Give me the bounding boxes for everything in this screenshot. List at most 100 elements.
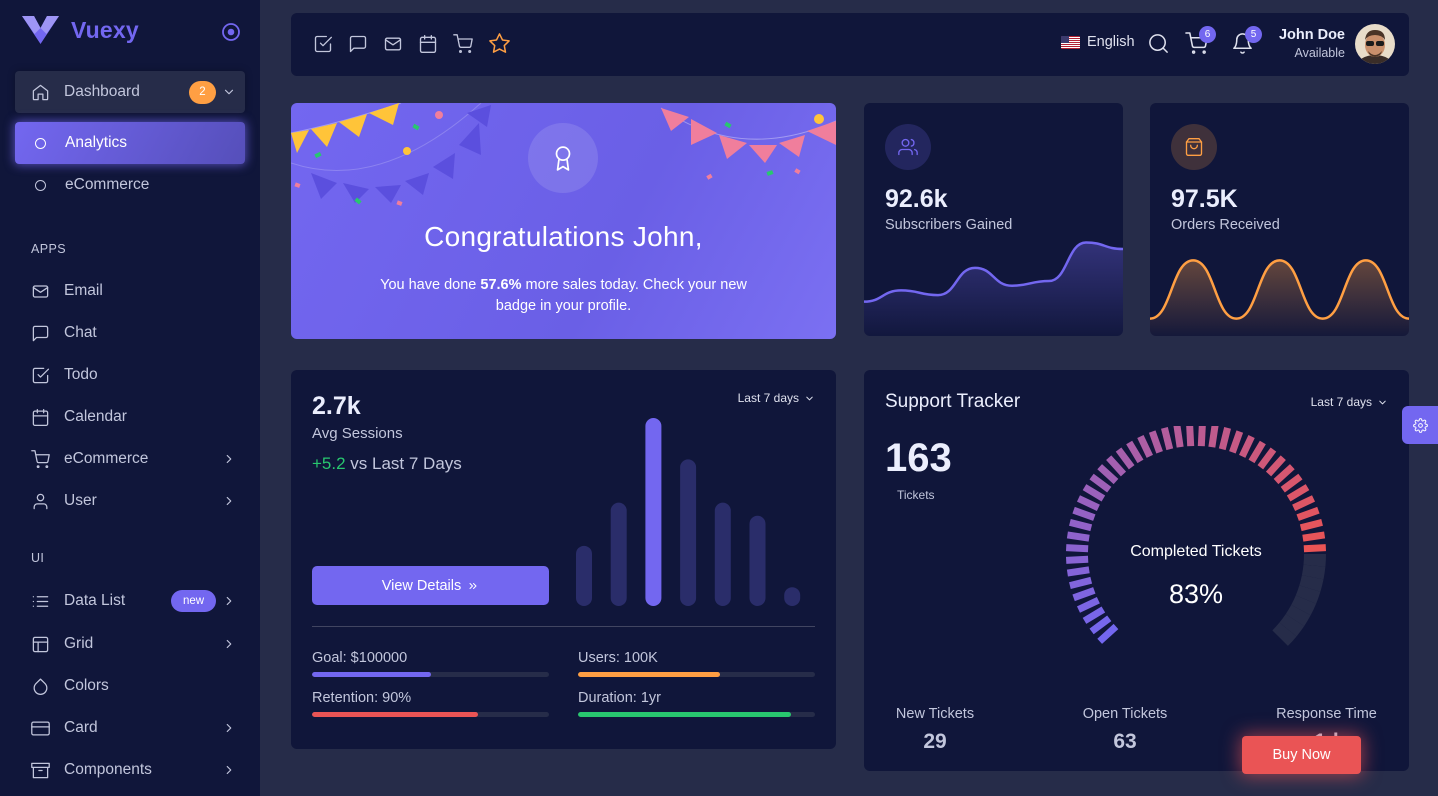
gauge-segment — [1197, 426, 1206, 447]
tickets-label: Tickets — [897, 488, 935, 502]
search-button[interactable] — [1147, 32, 1170, 55]
sidebar-item-label: Grid — [64, 635, 94, 652]
period-label: Last 7 days — [1310, 395, 1372, 409]
gauge-segment — [1089, 615, 1112, 635]
gauge-segment — [1299, 519, 1323, 532]
metric-label: Goal: $100000 — [312, 650, 408, 666]
star-icon[interactable] — [488, 32, 511, 55]
gauge-segment — [1072, 587, 1096, 602]
sidebar-item-data-list[interactable]: Data List new — [15, 580, 245, 622]
chevron-right-icon — [226, 454, 232, 464]
stat-new-tickets: New Tickets 29 — [885, 706, 985, 754]
orders-area — [1150, 260, 1409, 336]
session-bar — [576, 545, 592, 606]
session-bar — [714, 502, 731, 606]
customizer-toggle[interactable] — [1402, 406, 1438, 444]
notification-count-badge: 5 — [1245, 26, 1262, 43]
gauge-segment — [1115, 447, 1135, 470]
avg-sessions-card: 2.7k Avg Sessions +5.2 vs Last 7 Days La… — [291, 370, 836, 749]
gauge-segment — [1076, 597, 1100, 613]
gauge-segment — [1186, 426, 1195, 447]
vuexy-logo-icon — [22, 16, 59, 44]
circle-icon — [35, 179, 46, 191]
sidebar-item-components[interactable]: Components — [15, 749, 245, 791]
metric-track — [578, 672, 815, 677]
gauge-segment — [1065, 544, 1089, 553]
calendar-icon[interactable] — [418, 34, 438, 54]
sidebar-item-label: eCommerce — [64, 450, 149, 467]
gauge-segment — [1097, 623, 1119, 644]
check-square-icon — [32, 367, 50, 383]
gauge-segment — [1292, 495, 1316, 511]
sidebar-item-card[interactable]: Card — [15, 707, 245, 749]
gauge-segment — [1257, 447, 1277, 470]
notifications-button[interactable]: 5 — [1231, 26, 1262, 55]
chat-icon[interactable] — [348, 34, 368, 54]
gauge-track — [1299, 574, 1324, 592]
gauge-segment — [1248, 440, 1266, 464]
us-flag-icon — [1061, 35, 1080, 49]
congratulations-title: Congratulations John, — [424, 221, 703, 252]
gauge-segment — [1303, 544, 1327, 553]
sidebar-item-chat[interactable]: Chat — [15, 312, 245, 354]
gauge-segment — [1097, 464, 1119, 485]
cart-button[interactable]: 6 — [1185, 26, 1216, 55]
user-status: Available — [1294, 46, 1345, 60]
sessions-period-dropdown[interactable]: Last 7 days — [738, 391, 815, 405]
sidebar-item-user[interactable]: User — [15, 480, 245, 522]
gauge-segment — [1082, 484, 1106, 502]
gauge-segment — [1265, 455, 1286, 477]
support-period-dropdown[interactable]: Last 7 days — [1311, 395, 1388, 409]
sidebar-item-label: Card — [64, 719, 98, 736]
gauge-segment — [1069, 519, 1093, 532]
session-bar — [680, 459, 697, 606]
language-selector[interactable]: English — [1061, 34, 1135, 50]
chevron-right-icon — [226, 596, 232, 606]
mail-icon[interactable] — [383, 34, 403, 54]
sidebar: Vuexy Dashboard 2 Analytics eCommerce AP… — [0, 0, 260, 796]
mail-icon — [32, 284, 49, 298]
stat-label: Open Tickets — [1082, 706, 1168, 722]
orders-label: Orders Received — [1171, 217, 1280, 233]
view-details-button[interactable]: View Details — [312, 566, 549, 605]
sidebar-pin-icon[interactable] — [221, 22, 241, 42]
sidebar-item-colors[interactable]: Colors — [15, 665, 245, 707]
gauge-segment — [1126, 440, 1144, 464]
sidebar-item-calendar[interactable]: Calendar — [15, 396, 245, 438]
session-bar — [645, 418, 662, 606]
sidebar-item-todo[interactable]: Todo — [15, 354, 245, 396]
section-header-apps: APPS — [31, 242, 66, 256]
chevrons-right-icon — [469, 582, 477, 589]
brand[interactable]: Vuexy — [22, 16, 139, 44]
buy-now-button[interactable]: Buy Now — [1242, 736, 1361, 774]
sidebar-item-ecommerce[interactable]: eCommerce — [15, 438, 245, 480]
sidebar-item-analytics[interactable]: Analytics — [15, 122, 245, 164]
orders-value: 97.5K — [1171, 185, 1238, 213]
home-icon — [32, 84, 49, 100]
sessions-delta-value: +5.2 — [312, 454, 346, 473]
cart-icon[interactable] — [453, 34, 473, 54]
droplet-icon — [33, 678, 48, 695]
metric-label: Users: 100K — [578, 650, 658, 666]
support-title: Support Tracker — [885, 391, 1021, 412]
avatar[interactable] — [1355, 24, 1395, 64]
section-header-ui: UI — [31, 551, 45, 565]
sidebar-item-grid[interactable]: Grid — [15, 623, 245, 665]
gear-icon — [1412, 417, 1428, 433]
gauge-segment — [1065, 555, 1089, 564]
congratulations-card: Congratulations John, You have done 57.6… — [291, 103, 836, 339]
gauge-track — [1291, 595, 1317, 616]
sidebar-item-dashboard[interactable]: Dashboard 2 — [15, 71, 245, 113]
gauge-segment — [1148, 430, 1163, 454]
period-label: Last 7 days — [737, 391, 799, 405]
user-name[interactable]: John Doe — [1278, 27, 1345, 43]
gauge-value: 83% — [1168, 579, 1224, 609]
view-details-label: View Details — [381, 577, 462, 594]
gauge-segment — [1218, 427, 1231, 451]
sidebar-item-email[interactable]: Email — [15, 270, 245, 312]
metric-track — [578, 712, 815, 717]
search-icon — [1149, 34, 1168, 53]
check-square-icon[interactable] — [313, 34, 333, 54]
chevron-right-icon — [226, 723, 232, 733]
sidebar-item-ecommerce-dashboard[interactable]: eCommerce — [15, 164, 245, 206]
